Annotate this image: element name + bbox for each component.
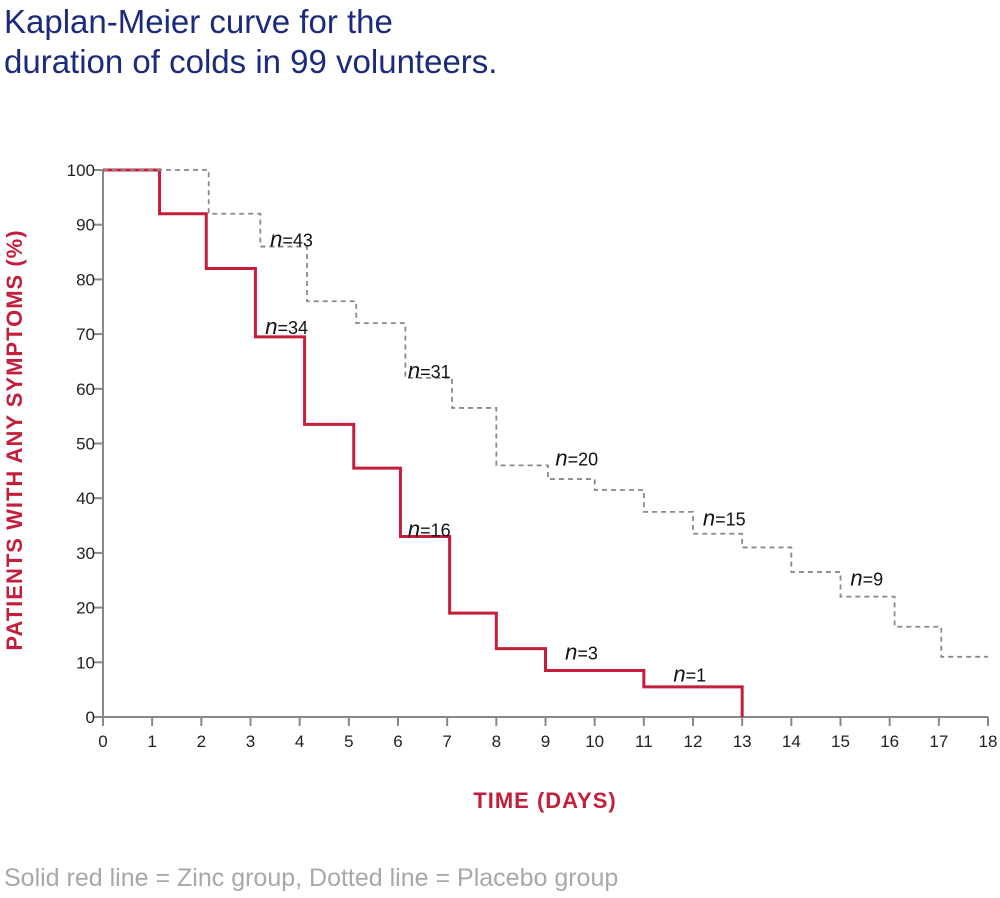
n-annotation: n=34	[265, 314, 308, 339]
x-tick-label: 10	[585, 732, 604, 751]
n-annotation: n=1	[673, 661, 706, 686]
x-tick-label: 9	[541, 732, 550, 751]
x-tick-label: 14	[782, 732, 801, 751]
y-tick-label: 80	[76, 270, 95, 289]
n-annotation: n=20	[555, 445, 598, 470]
x-tick-label: 5	[344, 732, 353, 751]
n-annotation: n=9	[850, 566, 883, 591]
x-tick-label: 4	[295, 732, 304, 751]
x-axis-label: TIME (DAYS)	[473, 788, 616, 813]
y-axis-label: PATIENTS WITH ANY SYMPTOMS (%)	[2, 229, 27, 650]
n-annotation: n=31	[408, 358, 451, 383]
y-tick-label: 70	[76, 325, 95, 344]
y-tick-label: 10	[76, 653, 95, 672]
n-annotation: n=43	[270, 227, 313, 252]
x-tick-label: 6	[393, 732, 402, 751]
x-tick-label: 13	[733, 732, 752, 751]
chart-title: Kaplan-Meier curve for the duration of co…	[4, 2, 704, 82]
x-tick-label: 11	[635, 732, 653, 751]
title-line-2: duration of colds in 99 volunteers.	[4, 43, 498, 80]
x-tick-label: 18	[979, 732, 998, 751]
x-tick-label: 15	[831, 732, 850, 751]
x-tick-label: 0	[98, 732, 107, 751]
x-tick-label: 17	[929, 732, 948, 751]
y-tick-label: 0	[86, 708, 95, 727]
legend-footer: Solid red line = Zinc group, Dotted line…	[4, 864, 619, 892]
x-tick-label: 12	[684, 732, 703, 751]
x-tick-label: 7	[442, 732, 451, 751]
y-tick-label: 20	[76, 599, 95, 618]
n-annotation: n=16	[408, 516, 451, 541]
n-annotation: n=3	[565, 640, 598, 665]
x-tick-label: 16	[880, 732, 899, 751]
n-annotation: n=15	[703, 506, 746, 531]
title-line-1: Kaplan-Meier curve for the	[4, 3, 393, 40]
y-tick-label: 100	[67, 161, 95, 180]
y-tick-label: 30	[76, 544, 95, 563]
x-tick-label: 8	[492, 732, 501, 751]
y-tick-label: 90	[76, 216, 95, 235]
y-tick-label: 40	[76, 489, 95, 508]
x-tick-label: 3	[246, 732, 255, 751]
x-tick-label: 1	[147, 732, 156, 751]
placebo-series-line	[103, 169, 988, 658]
y-tick-label: 50	[76, 435, 95, 454]
y-tick-label: 60	[76, 380, 95, 399]
zinc-series-line	[103, 168, 744, 717]
x-tick-label: 2	[197, 732, 206, 751]
